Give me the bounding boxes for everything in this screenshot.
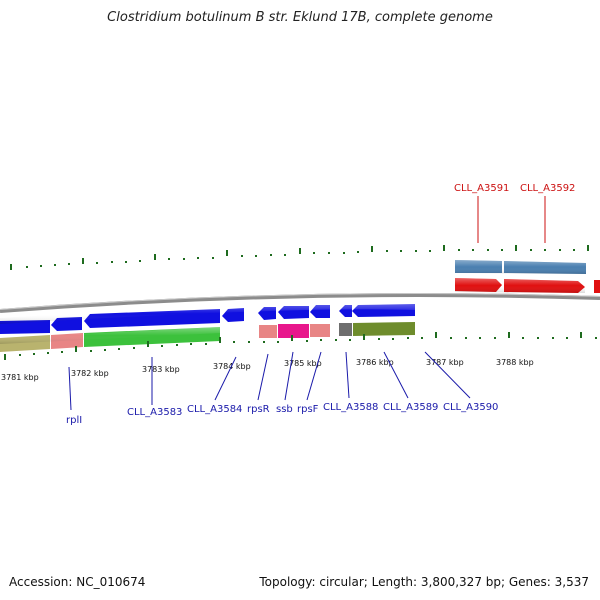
gene-label-rpli: rplI <box>66 415 82 426</box>
gene-label-rpsr: rpsR <box>247 404 270 415</box>
gene-label-ssb: ssb <box>276 404 293 415</box>
gene-leader-lines <box>68 351 471 411</box>
upper-gene-band <box>455 260 586 274</box>
gene-label-cll-a3590: CLL_A3590 <box>443 402 498 413</box>
scale-label-3787: 3787 kbp <box>426 358 464 367</box>
gene-label-cll-a3592: CLL_A3592 <box>520 183 575 194</box>
outer-tick-ring <box>10 245 589 270</box>
upper-red-arrows <box>455 278 600 293</box>
inner-tick-ring <box>4 332 597 360</box>
gene-label-cll-a3591: CLL_A3591 <box>454 183 509 194</box>
gene-label-cll-a3584: CLL_A3584 <box>187 404 242 415</box>
gene-label-cll-a3588: CLL_A3588 <box>323 402 378 413</box>
genome-backbone <box>0 292 600 313</box>
accession-label: Accession: NC_010674 <box>9 575 146 589</box>
function-band <box>0 322 415 352</box>
scale-label-3783: 3783 kbp <box>142 365 180 374</box>
scale-label-3786: 3786 kbp <box>356 358 394 367</box>
genome-summary: Topology: circular; Length: 3,800,327 bp… <box>259 575 589 589</box>
gene-label-cll-a3589: CLL_A3589 <box>383 402 438 413</box>
scale-label-3785: 3785 kbp <box>284 359 322 368</box>
gene-label-rpsf: rpsF <box>297 404 319 415</box>
scale-label-3781: 3781 kbp <box>1 373 39 382</box>
gene-label-cll-a3583: CLL_A3583 <box>127 407 182 418</box>
scale-label-3782: 3782 kbp <box>71 369 109 378</box>
genome-title: Clostridium botulinum B str. Eklund 17B,… <box>107 10 493 25</box>
scale-label-3788: 3788 kbp <box>496 358 534 367</box>
